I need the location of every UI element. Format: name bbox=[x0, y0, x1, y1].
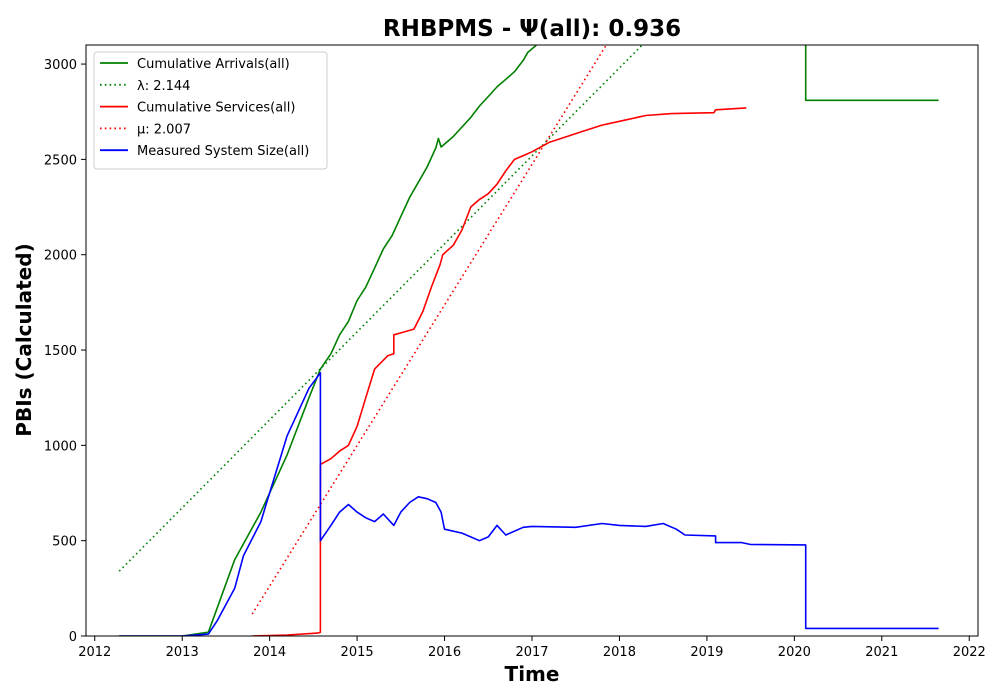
series-layer bbox=[118, 45, 939, 636]
y-tick-label: 2500 bbox=[44, 153, 77, 168]
y-tick-label: 3000 bbox=[44, 58, 77, 73]
x-tick-label: 2012 bbox=[78, 645, 111, 660]
y-axis-label: PBIs (Calculated) bbox=[12, 243, 36, 436]
x-tick-label: 2018 bbox=[603, 645, 636, 660]
y-tick-label: 1500 bbox=[44, 344, 77, 359]
legend-label: Cumulative Services(all) bbox=[137, 101, 295, 116]
x-tick-label: 2019 bbox=[690, 645, 723, 660]
x-axis-ticks: 2012 2013 2014 2015 2016 2017 2018 2019 2020 2021… bbox=[78, 636, 986, 660]
legend-label: λ: 2.144 bbox=[137, 79, 190, 94]
y-tick-label: 0 bbox=[69, 630, 77, 645]
y-tick-label: 2000 bbox=[44, 249, 77, 264]
x-tick-label: 2017 bbox=[515, 645, 548, 660]
legend-label: μ: 2.007 bbox=[137, 122, 191, 137]
x-tick-label: 2016 bbox=[428, 645, 461, 660]
chart-title: RHBPMS - Ψ(all): 0.936 bbox=[383, 16, 681, 42]
series-line-2 bbox=[252, 107, 747, 636]
y-tick-label: 500 bbox=[52, 535, 77, 550]
x-tick-label: 2020 bbox=[778, 645, 811, 660]
series-line-5 bbox=[804, 45, 939, 102]
x-tick-label: 2014 bbox=[253, 645, 286, 660]
series-line-4 bbox=[119, 372, 939, 636]
x-tick-label: 2015 bbox=[341, 645, 374, 660]
x-tick-label: 2022 bbox=[953, 645, 986, 660]
legend-label: Cumulative Arrivals(all) bbox=[137, 57, 290, 72]
y-axis-ticks: 0 500 1000 1500 2000 2500 3000 bbox=[44, 58, 86, 645]
legend-label: Measured System Size(all) bbox=[137, 144, 309, 159]
series-line-0 bbox=[119, 45, 537, 636]
series-line-1 bbox=[118, 45, 643, 572]
x-tick-label: 2013 bbox=[166, 645, 199, 660]
legend-box bbox=[93, 51, 328, 170]
y-tick-label: 1000 bbox=[44, 439, 77, 454]
series-line-3 bbox=[251, 45, 607, 615]
legend: Cumulative Arrivals(all) λ: 2.144 Cumulati… bbox=[93, 51, 328, 170]
x-tick-label: 2021 bbox=[865, 645, 898, 660]
x-axis-label: Time bbox=[505, 662, 560, 686]
